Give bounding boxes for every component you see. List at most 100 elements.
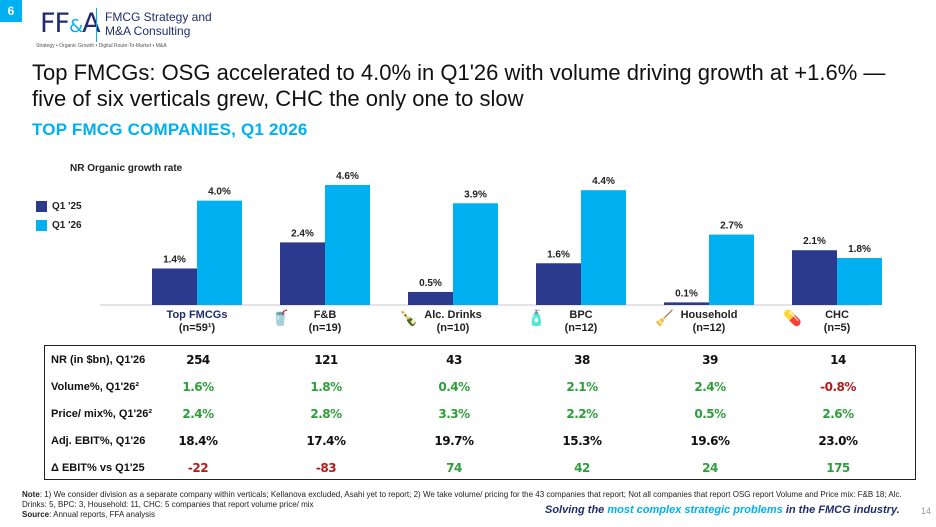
bar-q1-25-0 (152, 268, 197, 305)
source-line: Source: Annual reports, FFA analysis (22, 510, 155, 519)
bar-label-q1-25-3: 1.6% (547, 249, 570, 260)
chart-legend: Q1 '25 Q1 '26 (36, 198, 82, 236)
bar-label-q1-25-5: 2.1% (803, 236, 826, 247)
table-cell: 254 (186, 352, 210, 367)
legend-item-q1-25: Q1 '25 (36, 198, 82, 214)
table-cell: 19.7% (434, 433, 474, 448)
category-label-0: Top FMCGs (n=59¹) (135, 309, 259, 335)
footnotes: Note: 1) We consider division as a separ… (22, 490, 917, 520)
table-cell: 15.3% (562, 433, 602, 448)
table-cell: 2.8% (310, 406, 342, 421)
table-cell: 0.4% (438, 379, 470, 394)
page-number: 14 (921, 506, 932, 516)
bar-label-q1-26-3: 4.4% (592, 176, 615, 187)
legend-item-q1-26: Q1 '26 (36, 217, 82, 233)
bar-q1-25-4 (664, 302, 709, 305)
table-cell: 42 (574, 460, 590, 475)
table-row: NR (in $bn), Q1'26 254 121 43 38 39 14 (45, 346, 915, 373)
category-count: (n=19) (308, 322, 342, 334)
category-name: Alc. Drinks (424, 309, 482, 321)
legend-label-q1-26: Q1 '26 (52, 219, 82, 231)
category-count: (n=10) (436, 322, 470, 334)
category-count: (n=12) (692, 322, 726, 334)
category-name: F&B (313, 309, 337, 321)
table-cell: 2.2% (566, 406, 598, 421)
category-icon-2: 🍾 (399, 310, 418, 327)
bar-label-q1-26-0: 4.0% (208, 187, 231, 198)
category-name: BPC (569, 309, 593, 321)
table-cell: -22 (187, 460, 209, 475)
category-label-5: 💊 CHC (n=5) (775, 309, 899, 335)
page-subtitle: TOP FMCG COMPANIES, Q1 2026 (32, 120, 308, 139)
category-count: (n=59¹) (178, 322, 216, 334)
category-icon-4: 🧹 (655, 310, 674, 327)
category-count: (n=5) (823, 322, 851, 334)
table-row: Δ EBIT% vs Q1'25 -22 -83 74 42 24 175 (45, 454, 915, 481)
page-badge: 6 (0, 0, 22, 22)
table-cell: 38 (574, 352, 590, 367)
row-label: Price/ mix%, Q1'26² (51, 407, 153, 420)
table-cell: 43 (446, 352, 462, 367)
table-cell: 23.0% (818, 433, 858, 448)
legend-swatch-q1-25 (36, 200, 47, 212)
legend-label-q1-25: Q1 '25 (52, 200, 82, 212)
bar-q1-25-3 (536, 263, 581, 305)
category-icon-3: 🧴 (527, 310, 546, 327)
category-count: (n=12) (564, 322, 598, 334)
footer-tagline: Solving the most complex strategic probl… (543, 504, 900, 516)
chart-title: NR Organic growth rate (70, 163, 183, 174)
page-title: Top FMCGs: OSG accelerated to 4.0% in Q1… (32, 60, 886, 111)
table-cell: 39 (702, 352, 718, 367)
bar-q1-26-5 (837, 258, 882, 305)
bar-label-q1-26-5: 1.8% (848, 244, 871, 255)
kpi-table: NR (in $bn), Q1'26 254 121 43 38 39 14 Volume%,… (44, 345, 916, 480)
logo-tagline: Strategy • Organic Growth • Digital Rout… (36, 43, 167, 49)
category-icon-5: 💊 (783, 310, 802, 327)
bar-q1-26-1 (325, 185, 370, 305)
category-label-2: 🍾 Alc. Drinks (n=10) (391, 309, 515, 335)
table-cell: 2.6% (822, 406, 854, 421)
bar-label-q1-25-0: 1.4% (163, 254, 186, 265)
logo-mark: FF&A (40, 8, 101, 39)
category-name: Top FMCGs (166, 309, 228, 321)
table-row: Adj. EBIT%, Q1'26 18.4% 17.4% 19.7% 15.3% 19.… (45, 427, 915, 454)
bar-q1-25-5 (792, 250, 837, 305)
table-cell: 1.8% (310, 379, 342, 394)
table-cell: -83 (315, 460, 337, 475)
category-label-1: 🥤 F&B (n=19) (263, 309, 387, 335)
table-cell: 0.5% (694, 406, 726, 421)
category-name: CHC (825, 309, 849, 321)
table-cell: 121 (314, 352, 338, 367)
table-cell: 3.3% (438, 406, 470, 421)
row-label: NR (in $bn), Q1'26 (51, 353, 146, 366)
bar-label-q1-25-1: 2.4% (291, 228, 314, 239)
row-label: Adj. EBIT%, Q1'26 (51, 434, 146, 447)
bar-label-q1-25-2: 0.5% (419, 278, 442, 289)
bar-q1-26-3 (581, 190, 626, 305)
table-cell: 1.6% (182, 379, 214, 394)
legend-swatch-q1-26 (36, 219, 47, 231)
bar-q1-26-0 (197, 200, 242, 305)
table-cell: 175 (826, 460, 850, 475)
table-cell: 2.1% (566, 379, 598, 394)
bar-label-q1-26-2: 3.9% (464, 189, 487, 200)
table-cell: 2.4% (182, 406, 214, 421)
category-label-4: 🧹 Household (n=12) (647, 309, 771, 335)
logo-divider (96, 8, 97, 42)
bar-label-q1-26-1: 4.6% (336, 171, 359, 182)
bar-label-q1-26-4: 2.7% (720, 221, 743, 232)
row-label: Δ EBIT% vs Q1'25 (51, 461, 145, 474)
bar-q1-25-2 (408, 291, 453, 305)
table-row: Volume%, Q1'26² 1.6% 1.8% 0.4% 2.1% 2.4% -0.8% (45, 373, 915, 400)
table-cell: 2.4% (694, 379, 726, 394)
table-cell: 17.4% (306, 433, 346, 448)
table-cell: 74 (446, 460, 462, 475)
table-row: Price/ mix%, Q1'26² 2.4% 2.8% 3.3% 2.2% 0.5% 2… (45, 400, 915, 427)
bar-q1-26-2 (453, 203, 498, 305)
table-cell: 24 (702, 460, 718, 475)
table-cell: -0.8% (820, 379, 856, 394)
table-cell: 14 (830, 352, 846, 367)
bar-chart: 1.4% 4.0% 2.4% 4.6% 0.5% 3.9% 1.6% 4.4% 0.1% 2.7%… (100, 171, 882, 306)
table-cell: 18.4% (178, 433, 218, 448)
row-label: Volume%, Q1'26² (51, 380, 139, 393)
